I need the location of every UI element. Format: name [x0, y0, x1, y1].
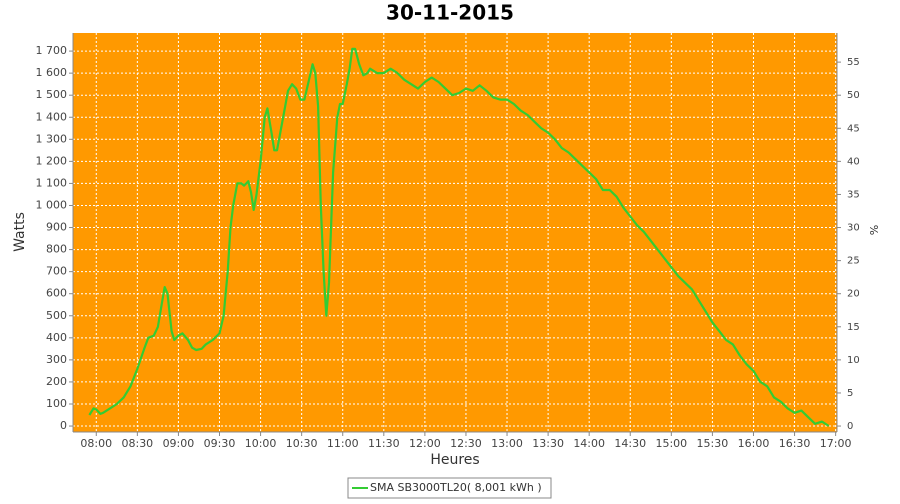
y-tick-label: 1 300 — [36, 132, 68, 145]
legend-label: SMA SB3000TL20( 8,001 kWh ) — [370, 481, 542, 494]
x-tick-label: 12:00 — [409, 437, 441, 450]
x-tick-label: 16:30 — [779, 437, 811, 450]
x-tick-label: 15:00 — [655, 437, 687, 450]
y-tick-label: 300 — [46, 353, 67, 366]
series-line — [88, 47, 830, 427]
x-tick-label: 17:00 — [820, 437, 852, 450]
x-tick-label: 13:30 — [532, 437, 564, 450]
y2-tick-label: 5 — [847, 388, 853, 399]
y-tick-label: 1 500 — [36, 88, 68, 101]
x-tick-label: 11:00 — [327, 437, 359, 450]
y-axis-label: Watts — [12, 212, 28, 252]
y2-tick-label: 10 — [847, 355, 860, 366]
y-tick-label: 500 — [46, 309, 67, 322]
x-tick-label: 13:00 — [491, 437, 523, 450]
chart-title: 30-11-2015 — [386, 1, 514, 25]
x-tick-label: 11:30 — [368, 437, 400, 450]
y-tick-label: 1 200 — [36, 154, 68, 167]
y-tick-label: 1 600 — [36, 66, 68, 79]
x-tick-label: 14:30 — [614, 437, 646, 450]
y2-tick-label: 45 — [847, 123, 860, 134]
y2-tick-label: 40 — [847, 156, 860, 167]
y-tick-label: 1 100 — [36, 176, 68, 189]
y-tick-label: 100 — [46, 397, 67, 410]
y-tick-label: 200 — [46, 375, 67, 388]
y2-axis-label: % — [867, 225, 880, 235]
y2-tick-label: 35 — [847, 189, 860, 200]
y2-tick-label: 55 — [847, 57, 860, 68]
y2-tick-label: 30 — [847, 223, 860, 234]
y-tick-label: 900 — [46, 221, 67, 234]
x-tick-label: 08:30 — [121, 437, 153, 450]
y-tick-label: 1 400 — [36, 110, 68, 123]
x-tick-label: 14:00 — [573, 437, 605, 450]
y-tick-label: 600 — [46, 287, 67, 300]
y-tick-label: 700 — [46, 265, 67, 278]
y2-tick-label: 25 — [847, 256, 860, 267]
x-axis-label: Heures — [430, 452, 479, 468]
x-tick-label: 08:00 — [80, 437, 112, 450]
y2-tick-label: 20 — [847, 289, 860, 300]
y-tick-label: 0 — [60, 419, 67, 432]
x-tick-label: 10:00 — [245, 437, 277, 450]
legend-box — [347, 477, 552, 499]
plot-area — [73, 33, 837, 432]
y-tick-label: 1 700 — [36, 44, 68, 57]
y-tick-label: 400 — [46, 331, 67, 344]
y-tick-label: 800 — [46, 243, 67, 256]
y-tick-label: 1 000 — [36, 198, 68, 211]
x-tick-label: 16:00 — [738, 437, 770, 450]
x-tick-label: 12:30 — [450, 437, 482, 450]
x-tick-label: 10:30 — [286, 437, 318, 450]
x-tick-label: 09:30 — [204, 437, 236, 450]
x-tick-label: 09:00 — [163, 437, 195, 450]
y2-tick-label: 15 — [847, 322, 860, 333]
y2-tick-label: 50 — [847, 90, 860, 101]
x-tick-label: 15:30 — [697, 437, 729, 450]
y2-tick-label: 0 — [847, 421, 853, 432]
